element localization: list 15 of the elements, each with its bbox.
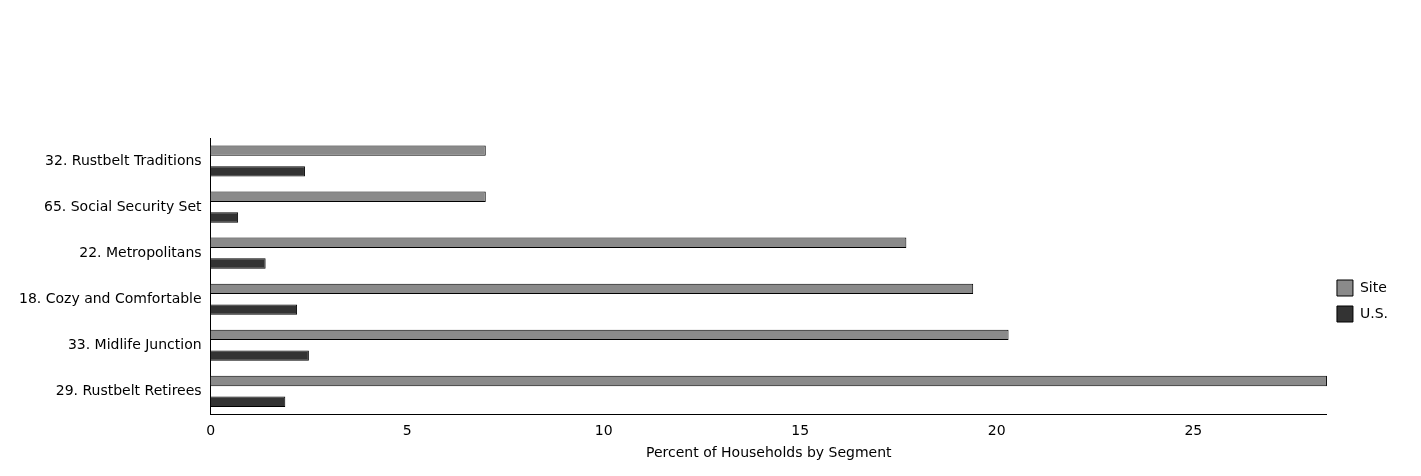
x-tick-label: 15 <box>791 422 810 439</box>
y-tick-label: 22. Metropolitans <box>79 243 202 260</box>
x-tick-label: 0 <box>206 422 216 439</box>
x-tick-label: 25 <box>1184 422 1203 439</box>
x-tick-label: 10 <box>594 422 613 439</box>
x-tick-label: 20 <box>987 422 1006 439</box>
y-tick-label: 33. Midlife Junction <box>67 335 202 352</box>
x-axis-title: Percent of Households by Segment <box>646 444 893 461</box>
legend-label: U.S. <box>1359 304 1389 321</box>
y-tick-label: 29. Rustbelt Retirees <box>55 382 202 399</box>
y-tick-label: 65. Social Security Set <box>44 197 203 214</box>
legend-label: Site <box>1359 278 1387 295</box>
y-tick-label: 18. Cozy and Comfortable <box>18 289 202 306</box>
y-tick-label: 32. Rustbelt Traditions <box>45 151 202 168</box>
x-tick-label: 5 <box>402 422 412 439</box>
